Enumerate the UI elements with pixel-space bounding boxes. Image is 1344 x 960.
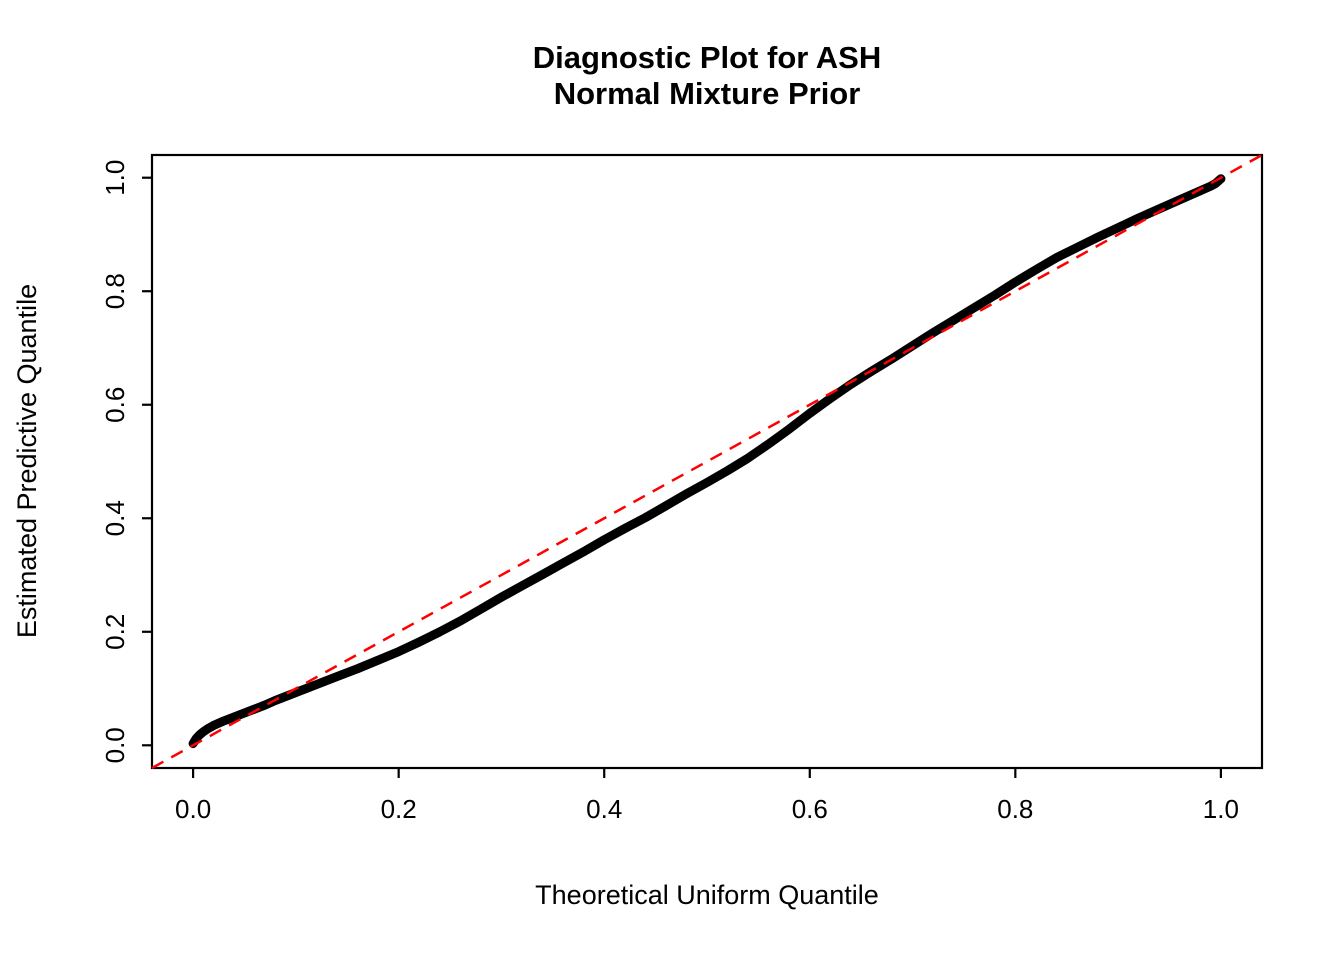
reference-line bbox=[151, 153, 1263, 770]
chart-title-line1: Diagnostic Plot for ASH bbox=[533, 40, 881, 75]
y-tick-label: 0.2 bbox=[100, 614, 130, 650]
plot-layer: 0.0 0.2 0.4 0.6 0.8 1.0 0.0 0.2 0.4 0.6 0.8 1.0 bbox=[100, 153, 1264, 824]
y-tick-label: 0.6 bbox=[100, 387, 130, 423]
quantile-curve bbox=[188, 174, 1226, 749]
y-tick-label: 0.8 bbox=[100, 273, 130, 309]
x-tick-label: 0.0 bbox=[175, 794, 211, 824]
chart-title-line2: Normal Mixture Prior bbox=[554, 76, 861, 111]
y-tick-label: 0.4 bbox=[100, 500, 130, 536]
y-tick-label: 0.0 bbox=[100, 727, 130, 763]
plot-border bbox=[150, 153, 1264, 770]
y-axis-label: Estimated Predictive Quantile bbox=[12, 284, 42, 638]
x-tick-label: 1.0 bbox=[1203, 794, 1239, 824]
x-tick-label: 0.2 bbox=[381, 794, 417, 824]
x-tick-label: 0.6 bbox=[792, 794, 828, 824]
x-axis-label: Theoretical Uniform Quantile bbox=[535, 880, 879, 910]
x-tick-label: 0.8 bbox=[997, 794, 1033, 824]
y-tick-label: 1.0 bbox=[100, 160, 130, 196]
x-tick-label: 0.4 bbox=[586, 794, 622, 824]
